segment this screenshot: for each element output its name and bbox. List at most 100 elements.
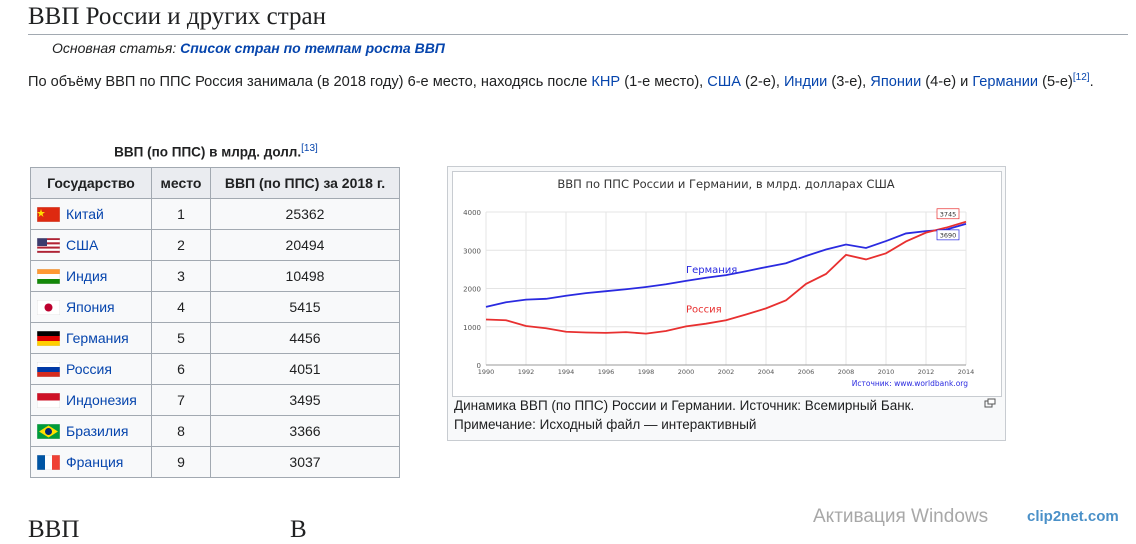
flag-part <box>37 244 60 247</box>
country-cell: Индонезия <box>30 384 152 416</box>
inline-link[interactable]: Индии <box>783 74 828 90</box>
table-row: Индонезия 7 3495 <box>30 384 400 416</box>
country-link[interactable]: Франция <box>66 453 124 470</box>
flag-part <box>37 336 60 342</box>
rank-cell: 7 <box>151 384 211 416</box>
flag-icon <box>36 238 61 254</box>
country-cell: Россия <box>30 353 152 385</box>
country-cell: Германия <box>30 322 152 354</box>
flag-part <box>37 209 45 218</box>
main-article-link[interactable]: Список стран по темпам роста ВВП <box>180 40 445 56</box>
y-tick-label: 2000 <box>463 286 481 294</box>
table-row: Китай 1 25362 <box>30 198 400 230</box>
country-link[interactable]: США <box>66 236 99 253</box>
gdp-cell: 4051 <box>210 353 400 385</box>
y-tick-label: 3000 <box>463 247 481 255</box>
x-tick-label: 1992 <box>518 368 535 376</box>
enlarge-icon[interactable] <box>984 398 996 408</box>
country-link[interactable]: Германия <box>66 329 129 346</box>
paragraph-text: (2-е), <box>740 74 784 90</box>
x-tick-label: 1994 <box>558 368 575 376</box>
country-cell: Китай <box>30 198 152 230</box>
country-cell: Бразилия <box>30 415 152 447</box>
page: ВВП html, body { margin: 0; padding: 0; … <box>28 3 1128 543</box>
page-body: { "heading": "ВВП России и других стран"… <box>28 3 1128 543</box>
country-link[interactable]: Бразилия <box>66 422 129 439</box>
inline-link[interactable]: США <box>707 74 741 90</box>
flag-part <box>37 242 60 245</box>
flag-icon <box>36 393 61 409</box>
table-row: Россия 6 4051 <box>30 353 400 385</box>
x-tick-label: 2010 <box>878 368 895 376</box>
y-tick-label: 1000 <box>463 324 481 332</box>
rank-cell: 3 <box>151 260 211 292</box>
x-tick-label: 2002 <box>718 368 735 376</box>
rank-cell: 1 <box>151 198 211 230</box>
figure-caption: Динамика ВВП (по ППС) России и Германии.… <box>454 398 915 413</box>
flag-icon <box>36 455 61 471</box>
gdp-cell: 3495 <box>210 384 400 416</box>
table-row: Япония 4 5415 <box>30 291 400 323</box>
x-tick-label: 1990 <box>478 368 495 376</box>
data-line <box>485 220 967 335</box>
country-link[interactable]: Россия <box>66 360 112 377</box>
flag-part <box>37 367 60 373</box>
value-label-box <box>936 229 960 241</box>
x-tick-label: 2004 <box>758 368 775 376</box>
gdp-table: Государство место ВВП (по ППС) за 2018 г. … <box>30 167 400 478</box>
flag-part <box>37 207 60 223</box>
flag-part <box>45 428 52 436</box>
x-tick-label: 2000 <box>678 368 695 376</box>
flag-part <box>37 274 60 280</box>
paragraph-text: (5-е) <box>1038 74 1073 90</box>
rank-cell: 4 <box>151 291 211 323</box>
table-caption-text: ВВП (по ППС) в млрд. долл. <box>114 144 302 160</box>
flag-part <box>37 238 47 247</box>
next-heading-fragment: ВВП <box>28 516 80 543</box>
country-link[interactable]: Индонезия <box>66 391 137 408</box>
value-label-box <box>936 208 960 220</box>
inline-link[interactable]: Японии <box>870 74 922 90</box>
figure-caption: Примечание: Исходный файл — интерактивны… <box>454 417 757 432</box>
flag-icon <box>36 300 61 316</box>
flag-part <box>52 455 60 471</box>
gdp-cell: 3366 <box>210 415 400 447</box>
country-cell: Индия <box>30 260 152 292</box>
paragraph-text: (3-е), <box>827 74 871 90</box>
rank-cell: 9 <box>151 446 211 478</box>
flag-part <box>44 303 53 312</box>
table-caption: ВВП (по ППС) в млрд. долл.[13] <box>30 143 402 160</box>
country-link[interactable]: Индия <box>66 267 108 284</box>
flag-part <box>45 455 52 471</box>
reference-link[interactable]: [12] <box>1072 72 1090 84</box>
column-header: ВВП (по ППС) за 2018 г. <box>210 167 400 199</box>
country-link[interactable]: Япония <box>66 298 115 315</box>
x-tick-label: 1996 <box>598 368 615 376</box>
gdp-cell: 25362 <box>210 198 400 230</box>
table-row: Бразилия 8 3366 <box>30 415 400 447</box>
inline-link[interactable]: КНР <box>591 74 621 90</box>
paragraph-text: . <box>1089 74 1094 90</box>
country-link[interactable]: Китай <box>66 205 104 222</box>
header-row: Государство место ВВП (по ППС) за 2018 г. <box>30 167 400 199</box>
country-cell: Япония <box>30 291 152 323</box>
gdp-cell: 3037 <box>210 446 400 478</box>
flag-part <box>37 269 60 275</box>
flag-part <box>37 362 60 368</box>
gdp-cell: 10498 <box>210 260 400 292</box>
series-label: Россия <box>686 305 722 316</box>
chart[interactable]: ВВП по ППС России и Германии, в млрд. до… <box>452 171 1002 397</box>
figure: ВВП по ППС России и Германии, в млрд. до… <box>447 166 1006 441</box>
rank-cell: 6 <box>151 353 211 385</box>
flag-part <box>37 240 60 243</box>
rank-cell: 8 <box>151 415 211 447</box>
table-row: США 2 20494 <box>30 229 400 261</box>
x-tick-label: 1998 <box>638 368 655 376</box>
rank-cell: 5 <box>151 322 211 354</box>
flag-part <box>37 251 60 254</box>
value-label: 3690 <box>940 231 957 239</box>
reference-link[interactable]: [13] <box>301 143 318 154</box>
flag-icon <box>36 362 61 378</box>
inline-link[interactable]: Германии <box>972 74 1039 90</box>
x-tick-label: 2006 <box>798 368 815 376</box>
